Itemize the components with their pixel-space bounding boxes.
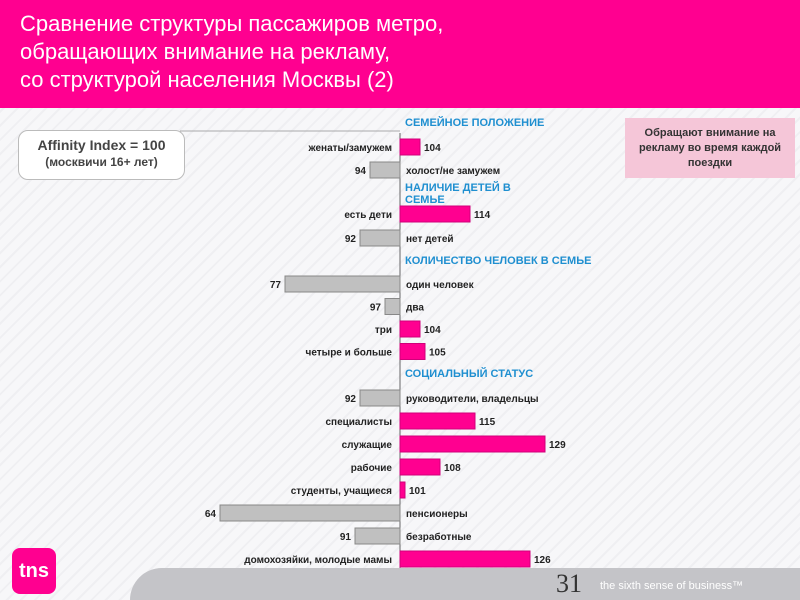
section-title: СЕМЕЙНОЕ ПОЛОЖЕНИЕ — [405, 116, 544, 129]
category-label: служащие — [342, 440, 393, 451]
bar — [284, 275, 401, 293]
category-label: есть дети — [344, 210, 392, 221]
legend-note: Обращают внимание на рекламу во время ка… — [625, 118, 795, 178]
affinity-line1: Affinity Index = 100 — [37, 137, 166, 153]
bar — [399, 412, 476, 430]
bar — [399, 343, 426, 360]
value-label: 114 — [474, 210, 491, 221]
value-label: 108 — [444, 463, 461, 474]
value-label: 126 — [534, 555, 551, 566]
value-label: 101 — [409, 486, 426, 497]
category-label: руководители, владельцы — [406, 394, 539, 405]
page-number: 31 — [556, 569, 582, 598]
value-label: 77 — [270, 280, 282, 291]
slide-title: Сравнение структуры пассажиров метро, об… — [20, 10, 443, 94]
value-label: 104 — [424, 325, 441, 336]
section-title: СОЦИАЛЬНЫЙ СТАТУС — [405, 367, 533, 380]
value-label: 115 — [479, 417, 496, 428]
title-line: со структурой населения Москвы (2) — [20, 67, 394, 92]
category-label: рабочие — [351, 462, 393, 474]
bar — [399, 138, 421, 156]
bar — [399, 320, 421, 338]
category-label: пенсионеры — [406, 509, 468, 520]
bar — [219, 504, 401, 522]
category-label: женаты/замужем — [308, 143, 392, 154]
slogan: the sixth sense of business™ — [600, 580, 744, 592]
bar — [399, 435, 546, 453]
value-label: 105 — [429, 348, 446, 359]
value-label: 91 — [340, 532, 352, 543]
bar — [399, 481, 406, 499]
tns-logo: tns — [12, 548, 56, 594]
title-line: Сравнение структуры пассажиров метро, — [20, 11, 444, 36]
value-label: 129 — [549, 440, 566, 451]
bar — [399, 205, 471, 223]
footer — [0, 568, 800, 600]
section-title: СЕМЬЕ — [405, 194, 445, 206]
value-label: 97 — [370, 303, 382, 314]
value-label: 94 — [355, 166, 367, 177]
affinity-line2: (москвичи 16+ лет) — [45, 155, 158, 169]
bar — [359, 229, 401, 247]
category-label: домохозяйки, молодые мамы — [244, 555, 392, 566]
bar — [384, 298, 401, 315]
section-title: КОЛИЧЕСТВО ЧЕЛОВЕК В СЕМЬЕ — [405, 255, 591, 267]
bar — [369, 161, 401, 179]
value-label: 92 — [345, 394, 357, 405]
category-label: холост/не замужем — [406, 166, 500, 177]
bar — [399, 458, 441, 476]
section-title: НАЛИЧИЕ ДЕТЕЙ В — [405, 181, 511, 194]
value-label: 104 — [424, 143, 441, 154]
footer-band — [130, 568, 800, 600]
title-line: обращающих внимание на рекламу, — [20, 39, 391, 64]
category-label: специалисты — [325, 417, 392, 428]
category-label: два — [406, 303, 424, 314]
bar — [399, 550, 531, 568]
header-band: Сравнение структуры пассажиров метро, об… — [0, 0, 800, 108]
value-label: 92 — [345, 234, 357, 245]
category-label: четыре и больше — [306, 347, 393, 359]
category-label: нет детей — [406, 234, 454, 245]
category-label: безработные — [406, 531, 472, 543]
category-label: один человек — [406, 280, 475, 291]
value-label: 64 — [205, 509, 217, 520]
affinity-box: Affinity Index = 100 (москвичи 16+ лет) — [18, 130, 185, 180]
bar — [359, 389, 401, 407]
bar — [354, 527, 401, 545]
category-label: студенты, учащиеся — [291, 486, 392, 497]
category-label: три — [375, 325, 392, 336]
